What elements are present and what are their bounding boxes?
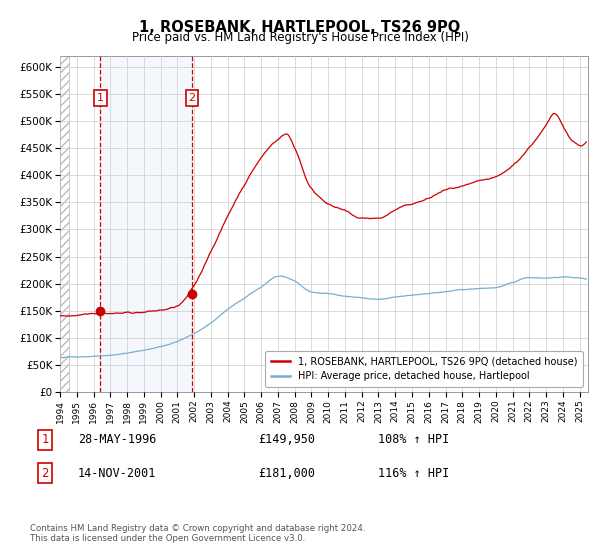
Text: 116% ↑ HPI: 116% ↑ HPI <box>378 466 449 480</box>
Text: 1: 1 <box>97 93 104 103</box>
Text: 1, ROSEBANK, HARTLEPOOL, TS26 9PQ: 1, ROSEBANK, HARTLEPOOL, TS26 9PQ <box>139 20 461 35</box>
Text: 2: 2 <box>41 466 49 480</box>
Text: Price paid vs. HM Land Registry's House Price Index (HPI): Price paid vs. HM Land Registry's House … <box>131 31 469 44</box>
Text: 1: 1 <box>41 433 49 446</box>
Text: 14-NOV-2001: 14-NOV-2001 <box>78 466 157 480</box>
Text: 2: 2 <box>188 93 196 103</box>
Text: £181,000: £181,000 <box>258 466 315 480</box>
Bar <box>100 56 192 392</box>
Text: 28-MAY-1996: 28-MAY-1996 <box>78 433 157 446</box>
Legend: 1, ROSEBANK, HARTLEPOOL, TS26 9PQ (detached house), HPI: Average price, detached: 1, ROSEBANK, HARTLEPOOL, TS26 9PQ (detac… <box>265 351 583 387</box>
Text: Contains HM Land Registry data © Crown copyright and database right 2024.
This d: Contains HM Land Registry data © Crown c… <box>30 524 365 543</box>
Text: £149,950: £149,950 <box>258 433 315 446</box>
Text: 108% ↑ HPI: 108% ↑ HPI <box>378 433 449 446</box>
